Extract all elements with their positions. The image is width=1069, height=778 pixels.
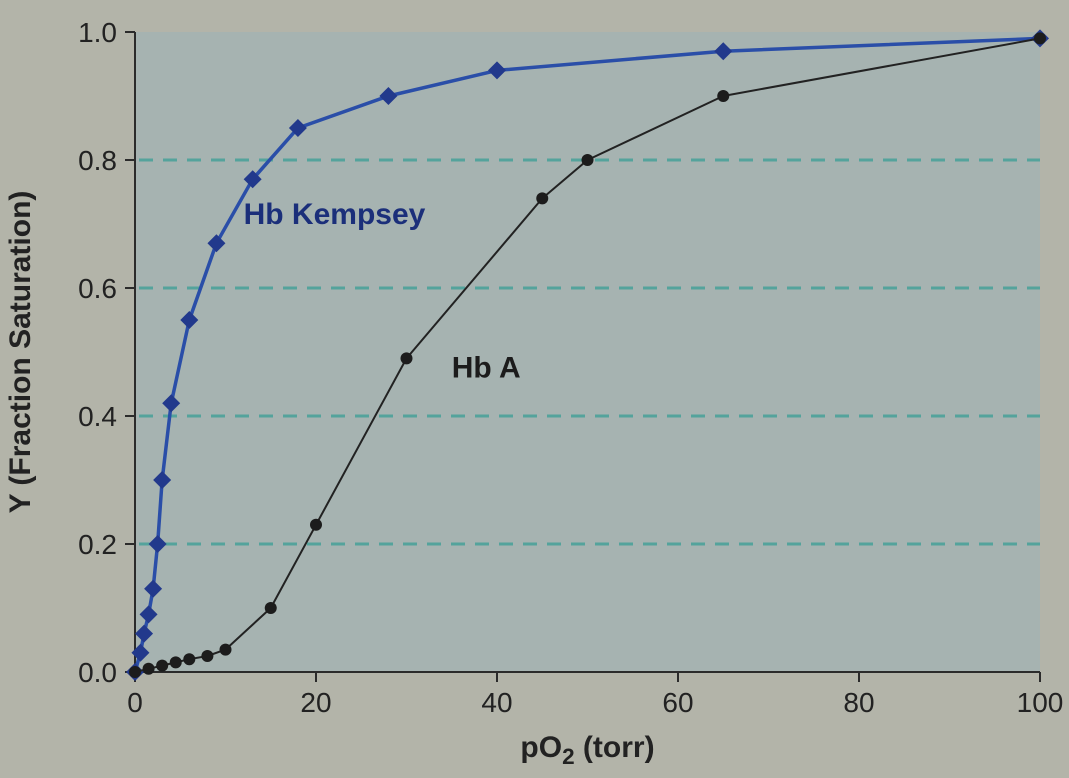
- x-tick-label: 100: [1017, 687, 1064, 718]
- hb-a-marker: [1034, 32, 1046, 44]
- hb-a-marker: [156, 660, 168, 672]
- hb-a-marker: [536, 192, 548, 204]
- y-tick-label: 0.6: [78, 273, 117, 304]
- hb-a-marker: [143, 663, 155, 675]
- hb-a-label: Hb A: [452, 352, 521, 385]
- x-axis-label: pO2 (torr): [520, 731, 654, 769]
- hb-a-marker: [717, 90, 729, 102]
- x-tick-label: 20: [300, 687, 331, 718]
- saturation-chart: 0 20 40 60 80 100 0.0 0.2 0.4 0.6 0.8 1.0 pO2 (torr)…: [0, 0, 1069, 778]
- y-tick-label: 1.0: [78, 17, 117, 48]
- hb-a-marker: [201, 650, 213, 662]
- hb-a-marker: [265, 602, 277, 614]
- plot-area: [135, 32, 1040, 672]
- hb-a-marker: [129, 666, 141, 678]
- hb-a-marker: [310, 519, 322, 531]
- hb-a-marker: [183, 653, 195, 665]
- y-tick-label: 0.4: [78, 401, 117, 432]
- x-tick-label: 80: [843, 687, 874, 718]
- x-tick-label: 40: [481, 687, 512, 718]
- y-tick-label: 0.2: [78, 529, 117, 560]
- y-tick-label: 0.0: [78, 657, 117, 688]
- hb-kempsey-label: Hb Kempsey: [244, 198, 426, 231]
- hb-a-marker: [220, 644, 232, 656]
- hb-a-marker: [582, 154, 594, 166]
- y-axis-label: Y (Fraction Saturation): [4, 191, 37, 514]
- hb-a-marker: [170, 656, 182, 668]
- x-tick-label: 0: [127, 687, 143, 718]
- y-tick-label: 0.8: [78, 145, 117, 176]
- x-tick-label: 60: [662, 687, 693, 718]
- hb-a-marker: [401, 352, 413, 364]
